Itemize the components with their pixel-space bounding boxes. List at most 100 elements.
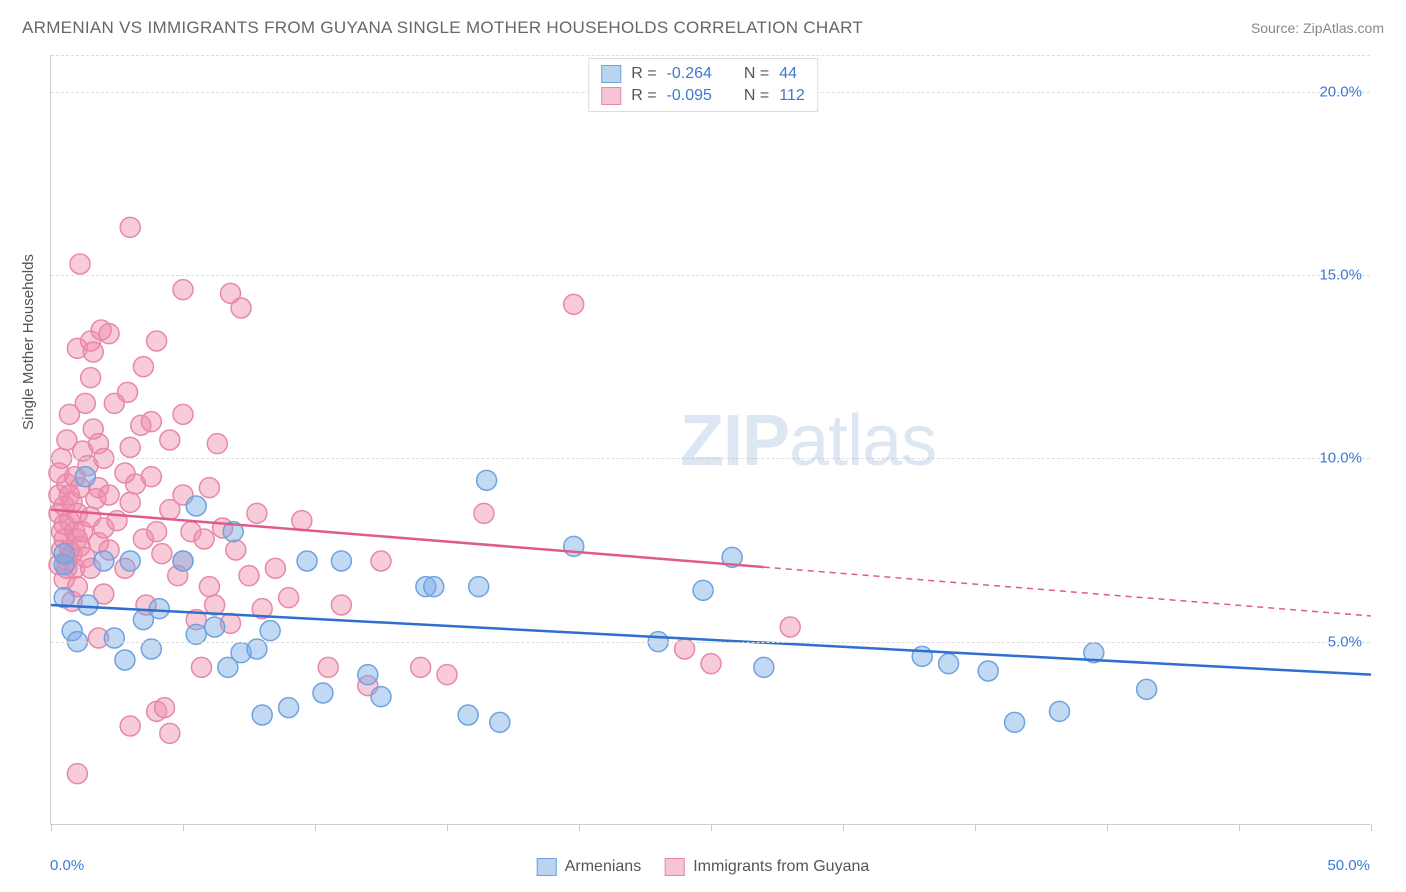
scatter-point [75, 393, 95, 413]
scatter-point [231, 298, 251, 318]
scatter-point [199, 478, 219, 498]
trend-line-extrapolated [764, 567, 1371, 616]
x-tick [315, 824, 316, 831]
x-tick [1239, 824, 1240, 831]
y-tick-label: 5.0% [1328, 633, 1362, 650]
scatter-point [152, 544, 172, 564]
title-bar: ARMENIAN VS IMMIGRANTS FROM GUYANA SINGL… [22, 18, 1384, 38]
gridline [51, 55, 1370, 56]
scatter-point [297, 551, 317, 571]
scatter-point [120, 716, 140, 736]
scatter-point [120, 437, 140, 457]
scatter-point [1137, 679, 1157, 699]
scatter-point [371, 551, 391, 571]
n-value-armenians: 44 [779, 65, 797, 83]
x-tick [843, 824, 844, 831]
chart-title: ARMENIAN VS IMMIGRANTS FROM GUYANA SINGL… [22, 18, 863, 38]
scatter-point [978, 661, 998, 681]
scatter-point [205, 595, 225, 615]
scatter-point [247, 503, 267, 523]
scatter-point [115, 650, 135, 670]
scatter-point [1005, 712, 1025, 732]
scatter-point [469, 577, 489, 597]
scatter-point [331, 595, 351, 615]
correlation-legend: R = -0.264 N = 44 R = -0.095 N = 112 [588, 58, 818, 112]
scatter-point [141, 467, 161, 487]
scatter-point [199, 577, 219, 597]
legend-label-guyana: Immigrants from Guyana [693, 858, 869, 876]
scatter-point [133, 357, 153, 377]
scatter-point [265, 558, 285, 578]
x-tick [183, 824, 184, 831]
legend-label-armenians: Armenians [565, 858, 641, 876]
r-value-armenians: -0.264 [667, 65, 712, 83]
scatter-point [118, 382, 138, 402]
scatter-point [67, 764, 87, 784]
scatter-point [564, 294, 584, 314]
swatch-guyana [601, 87, 621, 105]
scatter-point [279, 698, 299, 718]
correlation-row-armenians: R = -0.264 N = 44 [601, 63, 805, 85]
scatter-point [490, 712, 510, 732]
swatch-armenians [537, 858, 557, 876]
scatter-point [149, 599, 169, 619]
legend-item-armenians: Armenians [537, 858, 641, 876]
scatter-point [939, 654, 959, 674]
scatter-point [371, 687, 391, 707]
scatter-point [173, 404, 193, 424]
y-axis-title: Single Mother Households [20, 254, 37, 430]
x-tick [1107, 824, 1108, 831]
x-tick [711, 824, 712, 831]
scatter-point [99, 324, 119, 344]
x-axis-max-label: 50.0% [1327, 857, 1370, 874]
scatter-point [226, 540, 246, 560]
scatter-point [155, 698, 175, 718]
scatter-point [260, 621, 280, 641]
scatter-point [99, 485, 119, 505]
scatter-point [780, 617, 800, 637]
y-tick-label: 20.0% [1319, 83, 1362, 100]
r-label: R = [631, 87, 656, 105]
scatter-point [754, 657, 774, 677]
r-label: R = [631, 65, 656, 83]
chart-svg [51, 55, 1370, 824]
scatter-point [120, 492, 140, 512]
scatter-point [318, 657, 338, 677]
n-label: N = [744, 65, 769, 83]
scatter-point [54, 544, 74, 564]
scatter-point [83, 342, 103, 362]
scatter-point [424, 577, 444, 597]
scatter-point [279, 588, 299, 608]
gridline [51, 458, 1370, 459]
scatter-point [104, 628, 124, 648]
scatter-point [81, 368, 101, 388]
scatter-point [191, 657, 211, 677]
scatter-point [292, 511, 312, 531]
scatter-point [141, 412, 161, 432]
scatter-point [1049, 701, 1069, 721]
scatter-point [693, 580, 713, 600]
y-tick-label: 15.0% [1319, 267, 1362, 284]
scatter-point [147, 522, 167, 542]
scatter-point [411, 657, 431, 677]
scatter-point [120, 217, 140, 237]
scatter-point [458, 705, 478, 725]
scatter-point [313, 683, 333, 703]
scatter-point [186, 496, 206, 516]
x-axis-min-label: 0.0% [50, 857, 84, 874]
scatter-point [701, 654, 721, 674]
gridline [51, 275, 1370, 276]
x-tick [51, 824, 52, 831]
scatter-point [474, 503, 494, 523]
scatter-point [173, 551, 193, 571]
correlation-row-guyana: R = -0.095 N = 112 [601, 85, 805, 107]
legend-item-guyana: Immigrants from Guyana [665, 858, 869, 876]
scatter-point [205, 617, 225, 637]
scatter-point [437, 665, 457, 685]
scatter-point [194, 529, 214, 549]
swatch-guyana [665, 858, 685, 876]
scatter-point [70, 254, 90, 274]
x-tick [975, 824, 976, 831]
r-value-guyana: -0.095 [667, 87, 712, 105]
x-tick [447, 824, 448, 831]
